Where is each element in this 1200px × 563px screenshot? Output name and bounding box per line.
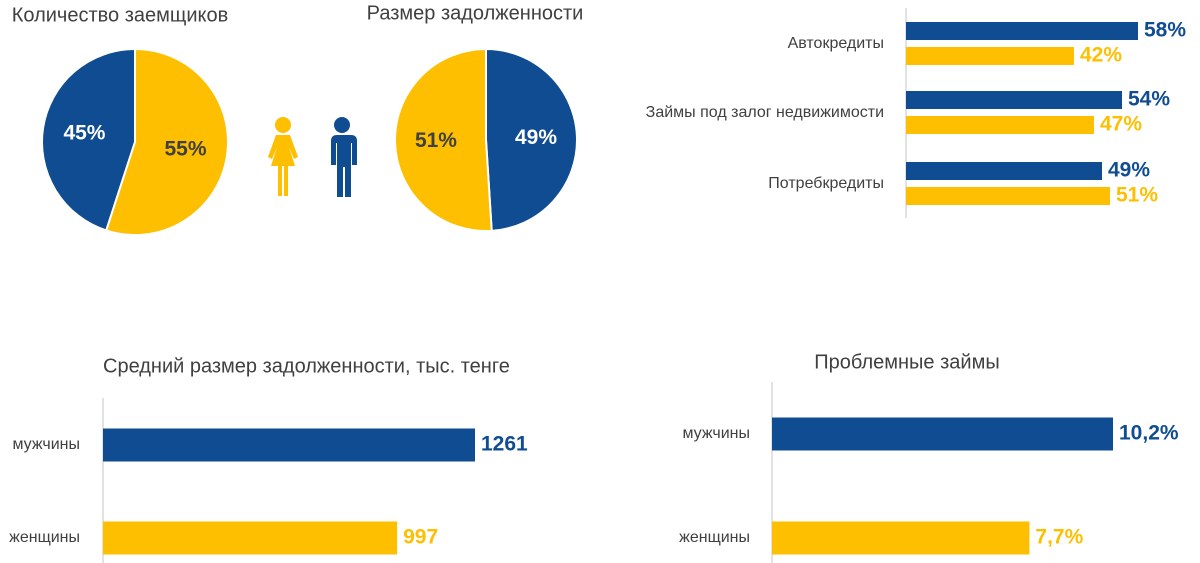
slice-label: 55% [165,138,207,161]
category-label: мужчины [13,436,81,453]
bar [906,116,1094,134]
value-label: 58% [1144,19,1186,42]
value-label: 10,2% [1119,422,1179,445]
category-label: женщины [9,529,80,546]
bar [772,417,1113,451]
value-label: 1261 [481,433,528,456]
chart-title: Размер задолженности [367,2,584,24]
bar [906,22,1138,40]
pie-slice [485,47,578,232]
chart-title: Средний размер задолженности, тыс. тенге [103,355,510,377]
pie-slice [394,47,493,232]
bar [103,521,398,555]
slice-label: 51% [415,129,457,152]
slice-label: 45% [63,122,105,145]
category-label: Автокредиты [788,35,884,52]
category-label: Потребкредиты [768,175,884,192]
bar [906,162,1102,180]
value-label: 49% [1108,159,1150,182]
value-label: 54% [1128,88,1170,111]
category-label: женщины [679,529,750,546]
bar [906,47,1074,65]
woman-icon [268,117,298,196]
category-label: Займы под залог недвижимости [646,104,884,121]
value-label: 997 [403,526,438,549]
value-label: 51% [1116,184,1158,207]
slice-label: 49% [515,126,557,149]
chart-title: Количество заемщиков [12,4,228,26]
bar [772,521,1030,555]
man-icon [331,117,357,197]
bar [906,187,1110,205]
chart-title: Проблемные займы [814,351,999,373]
bar [103,428,475,462]
pie-slice [41,47,136,232]
value-label: 47% [1100,113,1142,136]
value-label: 42% [1080,44,1122,67]
category-label: мужчины [683,425,751,442]
bar [906,91,1122,109]
pie-slice [105,47,229,236]
value-label: 7,7% [1035,526,1083,549]
